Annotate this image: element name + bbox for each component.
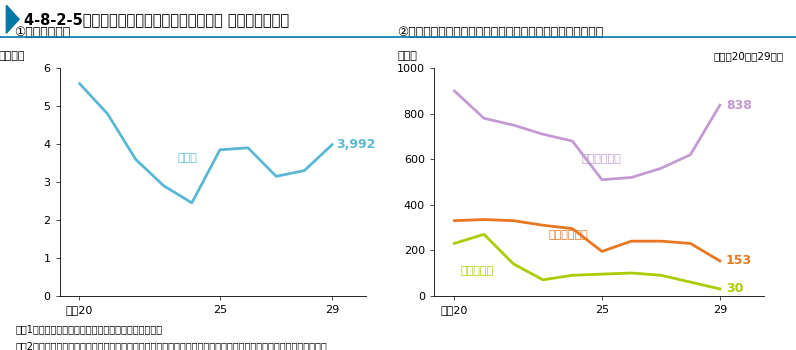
Text: 153: 153	[726, 254, 752, 267]
Text: （平成20年～29年）: （平成20年～29年）	[714, 51, 784, 61]
Text: 2　「薬物関係法令」は，覚せい剤取締法，大麻取締法，麻薬取締法，あへん法及び麻薬特例法の各違反である。: 2 「薬物関係法令」は，覚せい剤取締法，大麻取締法，麻薬取締法，あへん法及び麻薬…	[16, 341, 328, 350]
Text: 入管法: 入管法	[178, 153, 197, 163]
Text: 薬物関係法令: 薬物関係法令	[581, 154, 621, 163]
Text: 30: 30	[726, 282, 743, 295]
Text: 売春防止法: 売春防止法	[460, 266, 494, 276]
Text: ②　薬物関係法令違反・売春防止法違反・風営適正化法違反: ② 薬物関係法令違反・売春防止法違反・風営適正化法違反	[397, 26, 603, 39]
Text: 838: 838	[726, 99, 751, 112]
Text: 注　1　警察庁の統計及び警察庁刑事局の資料による。: 注 1 警察庁の統計及び警察庁刑事局の資料による。	[16, 324, 163, 334]
Text: （千件）: （千件）	[0, 51, 25, 61]
Text: 風営適正化法: 風営適正化法	[549, 230, 588, 240]
Text: ①　入管法違反: ① 入管法違反	[14, 26, 70, 39]
Text: 4-8-2-5図　来日外国人による主な特別法犯 検挙件数の推移: 4-8-2-5図 来日外国人による主な特別法犯 検挙件数の推移	[24, 12, 289, 27]
Text: 3,992: 3,992	[337, 138, 376, 151]
Text: （件）: （件）	[397, 51, 417, 61]
